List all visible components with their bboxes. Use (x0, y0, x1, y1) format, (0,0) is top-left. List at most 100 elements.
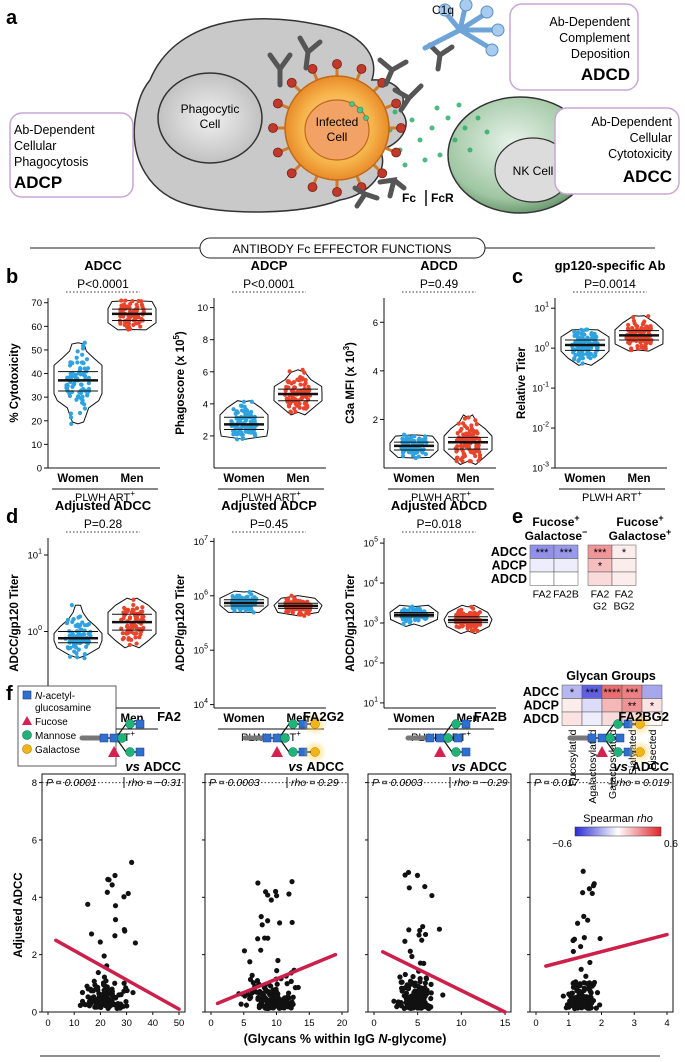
group-label: Women (564, 473, 605, 485)
p-value: P = 0.0001 (46, 777, 97, 789)
data-point (464, 431, 469, 436)
y-tick-label: 10 (31, 440, 42, 451)
violin-plot: ADCC P<0.0001 0 10 20 30 40 50 60 70 % Cytotoxicit… (9, 258, 160, 504)
data-point (292, 406, 297, 411)
x-tick-label: 20 (95, 1018, 106, 1029)
data-point (134, 321, 139, 326)
data-point (278, 1000, 285, 1006)
glcnac-icon (425, 733, 435, 743)
spike-tip (307, 63, 318, 74)
mannose-icon (613, 719, 623, 729)
heat-cell (611, 571, 637, 586)
fucose-icon (22, 716, 32, 725)
scatter-plot: FA2B vs ADCC P = 0.0003 rho = −0.29 0 5 10 15 (365, 709, 512, 1029)
data-point (255, 880, 261, 886)
data-point (64, 621, 70, 626)
glcnac-icon (623, 747, 633, 757)
data-point (105, 996, 111, 1002)
heat-cell (611, 558, 637, 573)
mannose-icon (288, 747, 298, 757)
data-point (76, 647, 81, 652)
data-point (276, 920, 283, 926)
data-point (580, 361, 585, 366)
data-point (456, 421, 461, 426)
adcp-box: Ab-Dependent Cellular Phagocytosis ADCP (9, 112, 134, 198)
data-point (134, 641, 139, 646)
y-tick-label: 10-1 (532, 382, 549, 395)
data-point (82, 406, 88, 411)
data-point (295, 403, 301, 408)
y-tick-label: 0 (32, 1008, 37, 1019)
data-point (239, 425, 244, 430)
data-point (121, 314, 126, 319)
cohort-label: PLWH ART+ (75, 489, 135, 504)
glycan-col-label: Agalactosylated (587, 729, 599, 803)
fcr-label: FcR (431, 191, 454, 205)
data-point (120, 631, 125, 636)
data-point (593, 353, 598, 358)
data-point (80, 633, 86, 638)
mannose-icon (22, 730, 32, 740)
adcd-box-line-3: Deposition (571, 47, 630, 61)
data-point (402, 938, 408, 944)
vs-label: vs ADCC (125, 759, 181, 774)
glcnac-icon (453, 733, 463, 743)
y-tick-label: 105 (364, 537, 379, 550)
data-point (626, 322, 631, 328)
data-point (138, 632, 143, 637)
mannose-icon (288, 719, 298, 729)
data-point (471, 448, 476, 454)
data-point (586, 886, 592, 892)
group-label: Men (457, 473, 480, 485)
glcnac-icon (435, 733, 445, 743)
data-point (236, 430, 241, 435)
data-point (465, 426, 470, 431)
data-point (86, 375, 91, 380)
data-point (118, 321, 123, 326)
data-point (589, 335, 594, 341)
data-point (247, 959, 253, 965)
data-point (86, 621, 91, 627)
adcp-box-line-2: Cellular (14, 139, 56, 153)
data-point (122, 605, 127, 611)
heat-cell (553, 558, 579, 573)
data-point (116, 992, 122, 998)
data-point (82, 340, 87, 345)
data-point (79, 639, 84, 645)
data-point (568, 1002, 574, 1008)
data-point (70, 619, 75, 625)
x-tick-label: 0 (45, 1018, 50, 1029)
data-point (454, 624, 459, 629)
plot-title: gp120-specific Ab (555, 258, 666, 273)
y-tick-label: 2 (373, 415, 378, 426)
fucose-icon (434, 746, 446, 757)
p-value: P = 0.0003 (372, 777, 423, 789)
data-point (419, 937, 425, 943)
data-point (78, 390, 84, 396)
data-point (411, 992, 417, 998)
data-point (420, 437, 426, 442)
data-point (238, 415, 243, 420)
data-point (65, 375, 70, 380)
data-point (473, 418, 478, 423)
data-point (69, 603, 75, 608)
data-point (298, 382, 303, 387)
data-point (285, 990, 292, 996)
data-point (239, 408, 245, 413)
data-point (111, 995, 117, 1001)
infected-cell-label-2: Cell (327, 130, 348, 144)
y-tick-label: 8 (203, 335, 208, 346)
data-point (587, 988, 593, 994)
data-point (302, 613, 307, 618)
adcd-box: Ab-Dependent Complement Deposition ADCD (509, 3, 639, 91)
violin-outline (53, 342, 103, 425)
y-tick-label: 6 (32, 835, 37, 846)
data-point (590, 883, 597, 889)
y-tick-label: 10 (197, 303, 208, 314)
data-point (477, 610, 482, 615)
data-point (272, 888, 279, 895)
y-tick-label: 105 (194, 644, 209, 657)
fit-line (215, 952, 338, 1006)
y-axis-label: ADCP/gp120 Titer (175, 574, 187, 671)
